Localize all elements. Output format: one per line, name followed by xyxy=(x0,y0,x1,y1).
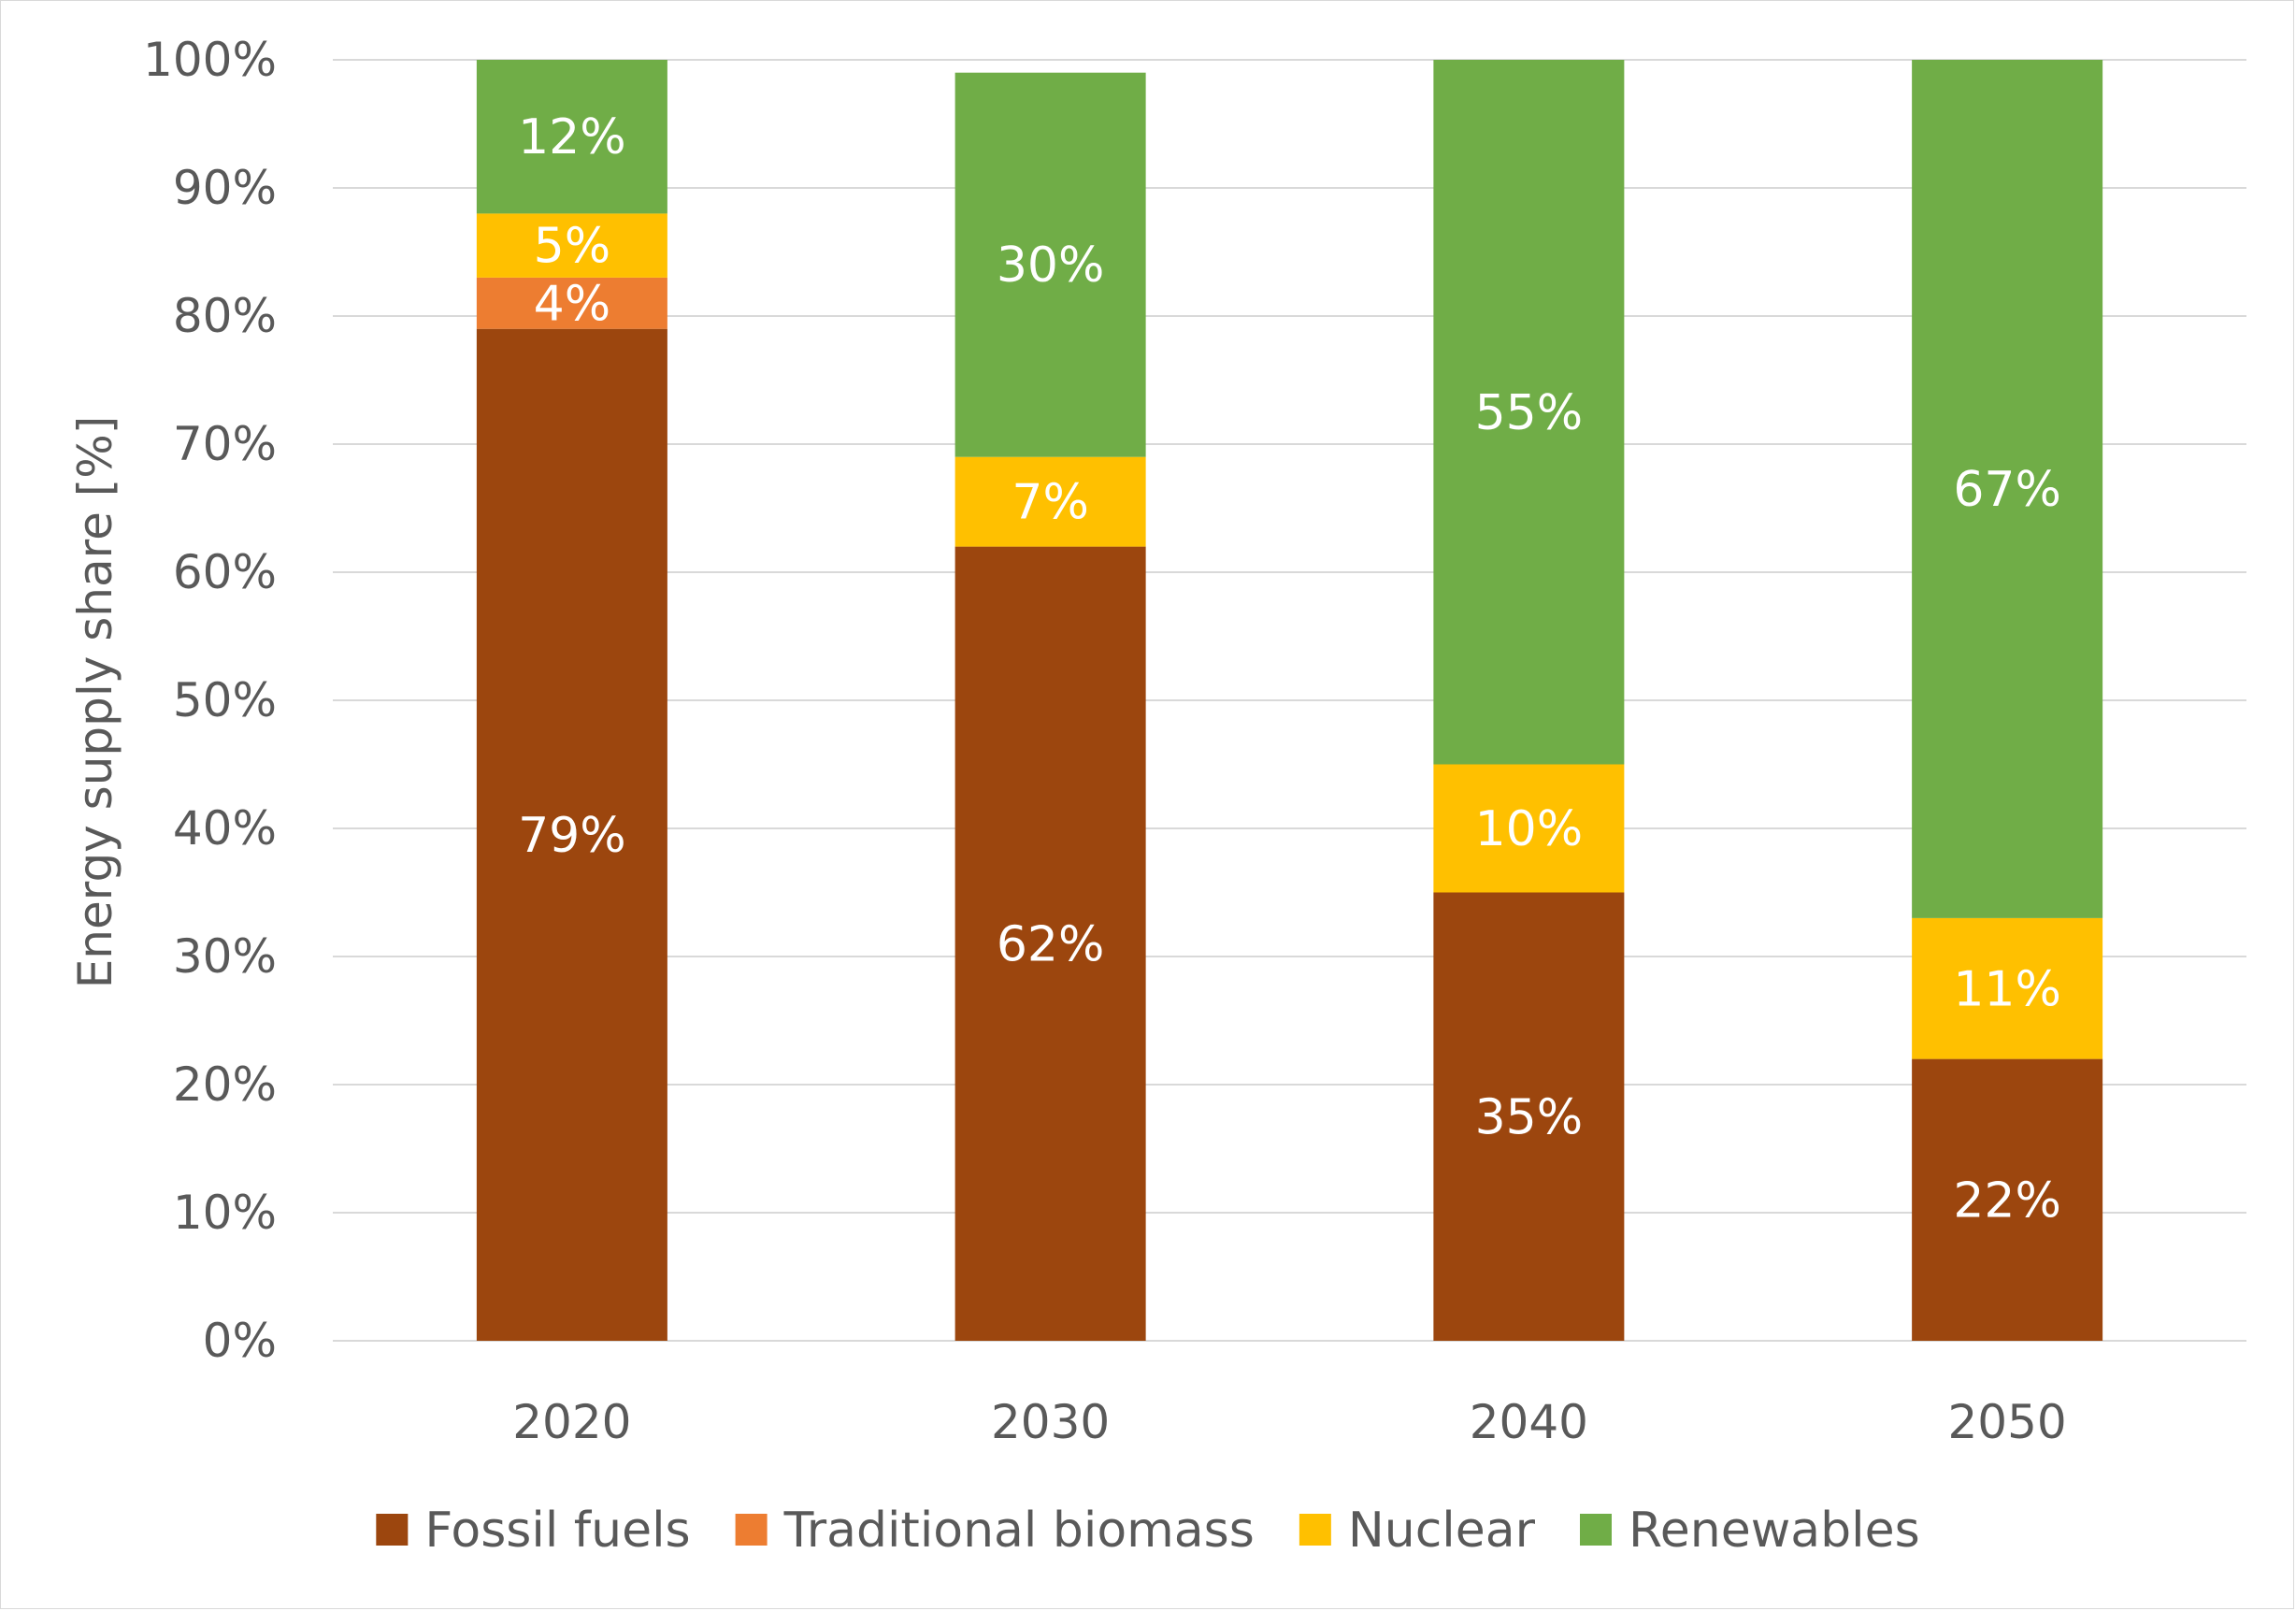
y-tick-label: 30% xyxy=(173,929,277,984)
x-tick-label: 2040 xyxy=(1470,1395,1588,1449)
bar-segment xyxy=(954,456,1146,547)
legend-item: Renewables xyxy=(1580,1503,1920,1559)
legend: Fossil fuels Traditional biomass Nuclear Re… xyxy=(376,1503,1920,1559)
y-tick-label: 90% xyxy=(173,161,277,215)
data-label: 5% xyxy=(534,219,611,275)
data-label: 4% xyxy=(534,276,611,332)
x-tick-label: 2050 xyxy=(1948,1395,2067,1449)
legend-swatch xyxy=(376,1514,409,1546)
data-label: 7% xyxy=(1012,475,1089,531)
data-label: 35% xyxy=(1475,1089,1584,1145)
legend-item: Traditional biomass xyxy=(735,1503,1255,1559)
data-label: 11% xyxy=(1953,961,2061,1017)
bar-segment xyxy=(1433,60,1625,765)
y-tick-label: 10% xyxy=(173,1186,277,1240)
y-tick-label: 40% xyxy=(173,801,277,856)
bar-segment xyxy=(954,72,1146,457)
legend-label: Traditional biomass xyxy=(783,1503,1255,1559)
data-label: 10% xyxy=(1475,801,1584,857)
legend-swatch xyxy=(1580,1514,1612,1546)
bar-segment xyxy=(954,546,1146,1341)
data-labels: 79% 4%5% 12% 62% 7% 30% 35% 10% 55% 22% 11% 67% xyxy=(518,109,2061,1229)
bar-segment xyxy=(1433,764,1625,893)
x-tick-label: 2030 xyxy=(991,1395,1110,1449)
x-tick-label: 2020 xyxy=(512,1395,631,1449)
bar-segment xyxy=(476,328,667,1342)
y-tick-label: 50% xyxy=(173,673,277,727)
bar-segment xyxy=(476,277,667,329)
data-label: 55% xyxy=(1475,385,1584,441)
legend-label: Renewables xyxy=(1629,1503,1920,1559)
bar-segment xyxy=(1912,917,2103,1059)
axes: 0% 10% 20% 30% 40% 50% 60% 70% 80% 90% 100% 2020 203… xyxy=(143,33,2067,1449)
y-tick-label: 100% xyxy=(143,33,277,87)
data-label: 62% xyxy=(997,916,1105,972)
bar-segment xyxy=(1912,60,2103,918)
y-axis-title: Energy supply share [%] xyxy=(68,416,122,989)
y-tick-label: 0% xyxy=(203,1314,277,1368)
bar-segment xyxy=(476,213,667,278)
data-label: 12% xyxy=(518,109,626,165)
data-label: 22% xyxy=(1953,1172,2061,1229)
y-tick-label: 20% xyxy=(173,1057,277,1112)
data-label: 30% xyxy=(997,237,1105,294)
legend-swatch xyxy=(1299,1514,1331,1546)
bar-segment xyxy=(1912,1058,2103,1341)
bar-segment xyxy=(1433,892,1625,1341)
legend-label: Fossil fuels xyxy=(424,1503,690,1559)
y-tick-label: 70% xyxy=(173,417,277,471)
bars xyxy=(476,60,2103,1342)
y-tick-label: 80% xyxy=(173,289,277,343)
data-label: 79% xyxy=(518,808,626,864)
data-label: 67% xyxy=(1953,462,2061,518)
legend-swatch xyxy=(735,1514,768,1546)
bar-segment xyxy=(476,60,667,214)
legend-label: Nuclear xyxy=(1348,1503,1536,1559)
legend-item: Nuclear xyxy=(1299,1503,1536,1559)
y-tick-label: 60% xyxy=(173,545,277,599)
legend-item: Fossil fuels xyxy=(376,1503,691,1559)
